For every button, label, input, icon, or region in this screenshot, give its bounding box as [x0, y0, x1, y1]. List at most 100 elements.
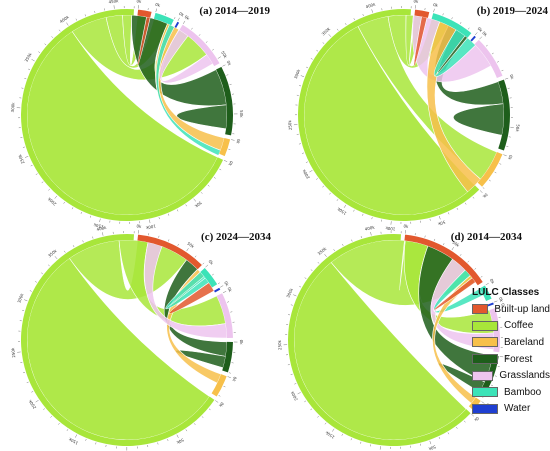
legend-items: Built-up land Coffee Bareland Forest Grassla… — [466, 301, 550, 417]
ring-tick — [223, 385, 226, 388]
tick-label: 50k — [193, 200, 202, 209]
ring-tick — [149, 219, 151, 224]
ring-tick — [459, 254, 462, 256]
ring-tick — [220, 285, 224, 288]
ring-group: 0k0k0k0k50k0k50k0k0k50k100k150k200k250k3… — [10, 0, 244, 231]
chord-grasslands-to-coffee — [159, 29, 214, 84]
ring-segment-water — [470, 35, 476, 42]
tick-label: 100k — [145, 223, 156, 230]
panel-title-a: (a) 2014—2019 — [199, 5, 270, 17]
tick-label: 0k — [433, 2, 440, 8]
ring-tick — [439, 215, 441, 220]
ring-segment-bareland — [477, 152, 503, 187]
ring-tick — [351, 239, 353, 242]
tick-label: 0k — [481, 30, 488, 37]
ring-segment-built-up-land — [414, 9, 430, 18]
tick-label: 200k — [27, 398, 37, 410]
tick-label: 0k — [178, 11, 185, 18]
ring-tick — [503, 154, 507, 157]
ring-tick — [294, 383, 297, 385]
ring-tick — [222, 291, 227, 293]
legend: LULC Classes Built-up land Coffee Bareland… — [466, 287, 550, 417]
legend-swatch — [472, 320, 498, 331]
tick-label: 200k — [289, 390, 299, 402]
ring-tick — [300, 75, 305, 77]
ring-tick — [479, 190, 483, 193]
ring-segment-bamboo — [153, 12, 174, 26]
ring-tick — [448, 212, 450, 215]
ring-tick — [451, 246, 454, 251]
legend-label: Water — [504, 403, 531, 415]
ring-tick — [304, 400, 307, 403]
ring-tick — [66, 429, 69, 432]
ring-tick — [54, 195, 58, 199]
ring-tick — [202, 262, 205, 265]
ring-tick — [451, 17, 453, 20]
ring-tick — [158, 217, 160, 220]
ring-tick — [328, 34, 332, 37]
ring-tick — [24, 78, 27, 80]
ring-tick — [306, 66, 309, 69]
ring-tick — [41, 272, 43, 275]
ring-tick — [208, 408, 211, 411]
tick-label: 0k — [477, 26, 484, 33]
ring-tick — [317, 261, 320, 264]
ring-tick — [63, 201, 65, 204]
ring-tick — [472, 196, 475, 199]
tick-label: 0k — [239, 340, 244, 346]
ring-tick — [212, 48, 214, 51]
ring-tick — [299, 286, 302, 288]
ring-tick — [90, 215, 92, 218]
ring-tick — [26, 381, 29, 383]
ring-tick — [227, 376, 231, 378]
ring-tick — [29, 290, 32, 292]
chord-built-up-land-to-built-up-land — [168, 282, 215, 314]
ring-tick — [491, 52, 494, 55]
tick-label: 0k — [136, 0, 142, 4]
ring-tick — [194, 423, 196, 425]
ring-tick — [362, 14, 364, 17]
ring-tick — [297, 392, 301, 395]
tick-label: 100k — [384, 226, 395, 232]
legend-item: Water — [466, 401, 550, 418]
ring-tick — [35, 400, 39, 403]
ring-tick — [231, 139, 235, 141]
ring-tick — [496, 306, 500, 309]
ring-tick — [205, 41, 208, 43]
ring-tick — [433, 8, 435, 13]
legend-item: Bamboo — [466, 384, 550, 401]
tick-label: 50k — [515, 124, 521, 133]
ring-tick — [218, 395, 221, 397]
tick-label: 250k — [10, 347, 16, 358]
ring-tick — [28, 68, 31, 70]
ring-segment-water — [214, 287, 221, 293]
ring-tick — [456, 426, 458, 429]
ring-tick — [442, 13, 444, 16]
tick-label: 0k — [184, 14, 191, 21]
chord-built-up-land-to-built-up-land — [137, 16, 151, 67]
ring-tick — [48, 264, 50, 267]
ring-tick — [424, 235, 426, 238]
legend-label: Coffee — [504, 320, 534, 332]
tick-label: 300k — [10, 102, 16, 113]
tick-label: 50k — [437, 220, 446, 227]
ring-tick — [360, 236, 362, 239]
ring-group: 0k0k0k0k0k50k0k0k50k100k150k200k250k300k… — [287, 0, 521, 232]
ring-tick — [228, 148, 231, 150]
ring-tick — [66, 22, 69, 26]
ring-tick — [22, 146, 25, 148]
ring-tick — [341, 433, 343, 436]
ring-tick — [290, 304, 293, 306]
ring-tick — [35, 173, 38, 175]
ring-tick — [205, 264, 209, 268]
legend-item: Forest — [466, 351, 550, 368]
legend-swatch — [472, 337, 498, 348]
ring-tick — [168, 213, 170, 216]
ring-tick — [207, 184, 210, 187]
tick-label: 50k — [186, 241, 196, 250]
ring-segment-bareland — [211, 374, 227, 397]
ring-tick — [82, 240, 84, 243]
ring-segment-forest — [498, 79, 511, 151]
tick-label: 0k — [235, 138, 241, 145]
ring-tick — [94, 10, 96, 13]
